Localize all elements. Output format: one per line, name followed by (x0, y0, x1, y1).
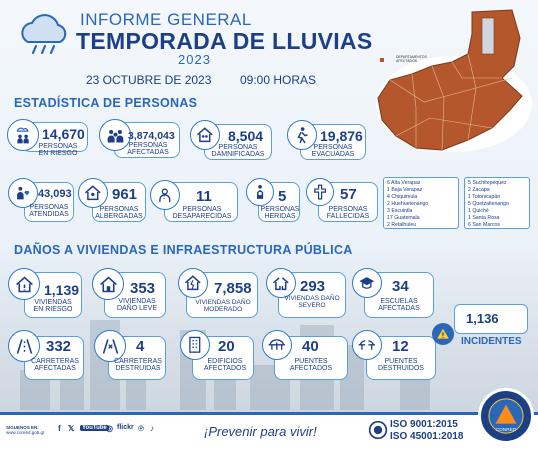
stat-value-albergadas: 961 (112, 186, 138, 203)
stat-value-atendidas: 43,093 (38, 188, 72, 200)
stat-value-evacuadas: 19,876 (320, 128, 363, 144)
stat-label-danio-severo: VIVIENDAS DAÑO SEVERO (284, 295, 340, 309)
house-severe-icon (266, 268, 296, 298)
stat-label-carreteras-afectadas: CARRETERAS AFECTADAS (31, 358, 79, 373)
stat-label-heridas: PERSONAS HERIDAS (260, 206, 300, 221)
stat-value-puentes-destruidos: 12 (392, 338, 409, 355)
stat-value-escuelas: 34 (392, 278, 409, 295)
stat-value-carreteras-destruidas: 4 (136, 338, 145, 355)
incidents-card (454, 304, 528, 334)
facebook-icon[interactable]: f (58, 424, 61, 433)
school-icon (352, 268, 382, 298)
tiktok-icon[interactable]: ♪ (150, 424, 154, 433)
rain-cloud-icon (21, 14, 67, 55)
shelter-icon (78, 178, 108, 208)
people-icon (99, 119, 131, 151)
people-rain-icon (7, 119, 39, 151)
stat-value-heridas: 5 (278, 188, 287, 205)
social-follow-text: SIGUENOS EN: www.conred.gob.gt (6, 425, 45, 436)
footer-divider (0, 412, 538, 415)
house-people-icon (190, 120, 220, 150)
house-damage-icon (178, 268, 208, 298)
report-date: 23 OCTUBRE DE 2023 (86, 73, 212, 87)
road-destroyed-icon (94, 330, 126, 362)
incidents-value: 1,136 (466, 311, 499, 326)
flickr-icon[interactable]: flickr (117, 424, 134, 431)
iso-certification-icon (368, 420, 388, 440)
stat-value-desaparecidas: 11 (196, 188, 212, 205)
stat-value-fallecidas: 57 (340, 186, 357, 203)
x-icon[interactable]: 𝕏 (68, 424, 75, 433)
stat-value-puentes-afectados: 40 (302, 338, 319, 355)
stat-value-carreteras-afectadas: 332 (46, 338, 72, 355)
evacuation-icon (287, 120, 317, 150)
warning-icon (432, 323, 454, 345)
stat-label-riesgo: PERSONAS EN RIESGO (38, 143, 78, 158)
building-icon (180, 330, 210, 360)
house-icon (92, 268, 124, 300)
map-legend: DEPARTAMENTOS AFECTADOS (396, 55, 427, 63)
report-subtitle: TEMPORADA DE LLUVIAS (76, 28, 373, 54)
iso-45001: ISO 45001:2018 (390, 431, 464, 442)
stat-label-edificios: EDIFICIOS AFECTADOS (203, 358, 247, 373)
stat-label-escuelas: ESCUELAS AFECTADAS (378, 298, 420, 313)
stat-value-edificios: 20 (218, 338, 235, 355)
youtube-icon[interactable]: YouTube (80, 425, 109, 431)
section-title-viviendas: DAÑOS A VIVIENDAS E INFRAESTRUCTURA PÚBL… (14, 243, 353, 257)
stat-label-desaparecidas: PERSONAS DESAPARECIDAS (172, 206, 232, 221)
report-year: 2023 (178, 52, 211, 67)
road-icon (8, 330, 40, 362)
pinterest-icon[interactable]: ℗ (138, 424, 144, 433)
stat-label-danio-leve: VIVIENDAS DAÑO LEVE (116, 298, 158, 313)
stat-value-danio-moderado: 7,858 (214, 280, 252, 297)
stat-label-puentes-destruidos: PUENTES DESTRUIDOS (378, 358, 424, 373)
stat-value-viviendas-riesgo: 1,139 (44, 282, 80, 298)
house-risk-icon (8, 268, 40, 300)
slogan: ¡Prevenir para vivir! (204, 424, 317, 439)
stat-value-danio-severo: 293 (300, 278, 326, 295)
section-title-personas: ESTADÍSTICA DE PERSONAS (14, 96, 198, 110)
guatemala-map (376, 9, 532, 152)
missing-person-icon (150, 180, 180, 210)
stat-value-afectadas: 3,874,043 (128, 130, 175, 142)
instagram-icon[interactable]: ◎ (106, 424, 113, 433)
report-title: INFORME GENERAL (80, 10, 252, 29)
fallecidos-list-2: 5 Suchitepéquez 2 Zacapa 1 Totonicapán 5 Qu… (464, 177, 530, 229)
injured-icon (246, 178, 274, 206)
svg-text:CONRED: CONRED (496, 427, 517, 433)
stat-label-evacuadas: PERSONAS EVACUADAS (311, 144, 355, 159)
report-time: 09:00 HORAS (240, 73, 317, 87)
stat-label-albergadas: PERSONAS ALBERGADAS (95, 206, 143, 221)
stat-label-viviendas-riesgo: VIVIENDAS EN RIESGO (33, 299, 73, 314)
stat-label-afectadas: PERSONAS AFECTADAS (127, 142, 169, 157)
stat-label-fallecidas: PERSONAS FALLECIDAS (326, 206, 370, 221)
stat-label-puentes-afectados: PUENTES AFECTADOS (289, 358, 333, 373)
stat-value-riesgo: 14,670 (42, 126, 85, 142)
iso-9001: ISO 9001:2015 (390, 419, 458, 430)
care-icon (8, 178, 38, 208)
cross-icon (306, 178, 334, 206)
stat-label-damnificadas: PERSONAS DAMNIFICADAS (211, 144, 265, 159)
stat-label-atendidas: PERSONAS ATENDIDAS (29, 204, 69, 219)
incidents-label: INCIDENTES (461, 336, 522, 347)
bridge-icon (262, 330, 292, 360)
bridge-destroyed-icon (352, 330, 382, 360)
stat-label-carreteras-destruidas: CARRETERAS DESTRUIDAS (114, 358, 162, 373)
stat-value-danio-leve: 353 (130, 280, 156, 297)
conred-logo: CONRED (478, 388, 534, 444)
stat-value-damnificadas: 8,504 (228, 128, 264, 144)
fallecidos-list-1: 6 Alta Verapaz 1 Baja Verapaz 4 Chiquimula… (383, 177, 459, 229)
stat-label-danio-moderado: VIVIENDAS DAÑO MODERADO (195, 299, 251, 313)
